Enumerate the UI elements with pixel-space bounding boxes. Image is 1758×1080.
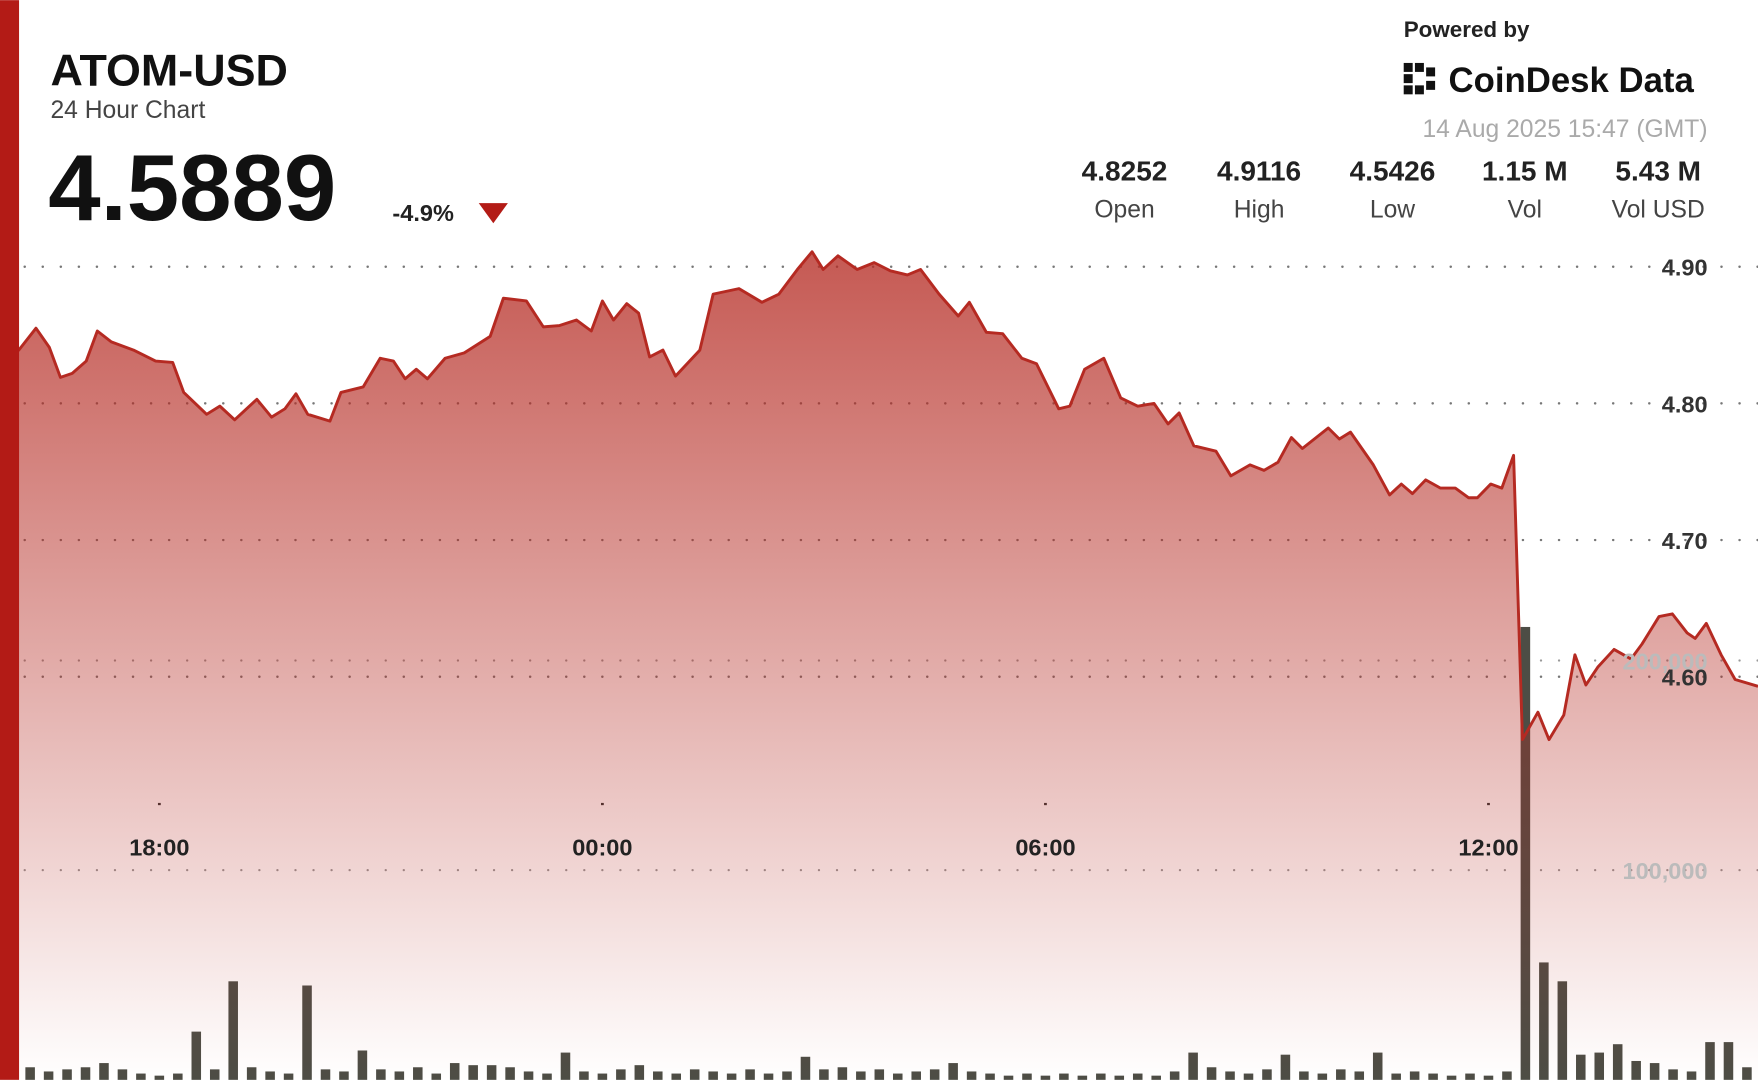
change: -4.9% <box>392 200 454 226</box>
y2-tick-label: 100,000 <box>1622 858 1707 884</box>
y-tick-label: 4.60 <box>1662 665 1708 691</box>
price-line <box>17 250 1758 742</box>
down-arrow <box>478 203 508 224</box>
stat-value: 1.15 M <box>1482 156 1568 187</box>
stat-value: 4.5426 <box>1350 156 1436 187</box>
x-tick-label: 18:00 <box>129 835 189 861</box>
accent-bar <box>0 0 20 1080</box>
stat-value: 4.9116 <box>1217 156 1301 187</box>
stat-value: 4.8252 <box>1082 156 1168 187</box>
stat-value: 5.43 M <box>1615 156 1701 187</box>
powered-by: Powered by <box>1404 17 1530 42</box>
stat-label: Low <box>1370 197 1415 224</box>
subtitle: 24 Hour Chart <box>50 97 205 124</box>
axis-labels: 4.90 4.80 4.70 4.60 100,000 200,000 18:00 00:00… <box>129 255 1707 884</box>
y-tick-label: 4.70 <box>1662 528 1708 554</box>
price-area <box>17 250 1758 1080</box>
y-tick-label: 4.90 <box>1662 255 1708 281</box>
stats: 4.8252 Open 4.9116 High 4.5426 Low 1.15 M Vol 5.… <box>1082 156 1705 224</box>
y-tick-label: 4.80 <box>1662 391 1708 417</box>
stat-label: Vol <box>1508 197 1542 224</box>
stat-label: Open <box>1094 197 1154 224</box>
symbol: ATOM-USD <box>50 44 287 95</box>
stat-label: High <box>1234 197 1285 224</box>
brand: CoinDesk Data <box>1449 62 1695 100</box>
brand-logo <box>1403 62 1436 95</box>
x-tick-label: 12:00 <box>1458 835 1518 861</box>
timestamp: 14 Aug 2025 15:47 (GMT) <box>1422 116 1707 143</box>
stat-label: Vol USD <box>1612 197 1705 224</box>
area <box>18 251 1758 1080</box>
x-tick-label: 00:00 <box>572 835 632 861</box>
price: 4.5889 <box>48 135 336 240</box>
x-tick-label: 06:00 <box>1015 835 1075 861</box>
y2-tick-label: 200,000 <box>1622 648 1707 674</box>
